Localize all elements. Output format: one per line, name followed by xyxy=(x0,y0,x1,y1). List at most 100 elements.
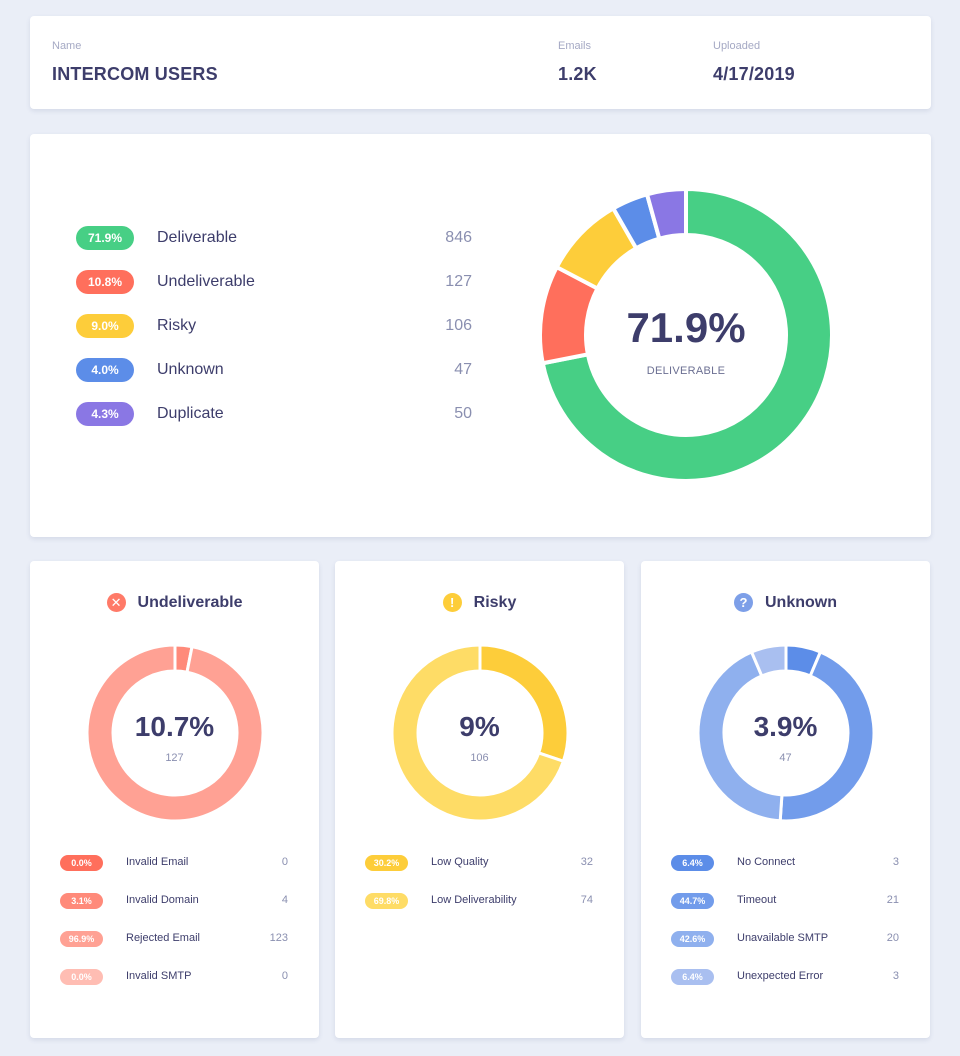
undeliverable-slice-rejected-email[interactable] xyxy=(87,645,263,821)
undeliverable-card: ✕ Undeliverable 10.7% 127 0.0% Invalid E… xyxy=(30,561,319,1038)
legend-count: 50 xyxy=(454,405,472,422)
risky-slice-low-quality[interactable] xyxy=(478,645,568,764)
legend-row-duplicate[interactable]: 4.3% Duplicate 50 xyxy=(76,402,472,426)
row-value: 0 xyxy=(281,856,288,868)
exclamation-circle-icon: ! xyxy=(442,593,462,612)
legend-row-risky[interactable]: 9.0% Risky 106 xyxy=(76,314,472,338)
row-label: Rejected Email xyxy=(126,932,200,944)
emails-count: 1.2K xyxy=(558,64,597,84)
row-label: Low Deliverability xyxy=(431,894,517,906)
row-value: 20 xyxy=(886,932,899,944)
row-label: Invalid Email xyxy=(126,856,189,868)
row-pill: 0.0% xyxy=(60,969,103,985)
uploaded-date: 4/17/2019 xyxy=(713,64,795,84)
emails-label: Emails xyxy=(558,40,592,52)
uploaded-field: Uploaded 4/17/2019 xyxy=(713,40,795,85)
risky-count: 106 xyxy=(470,752,489,764)
risky-slice-low-deliverability[interactable] xyxy=(392,645,566,821)
row-rejected-email[interactable]: 96.9% Rejected Email 123 xyxy=(60,931,288,947)
legend-label: Deliverable xyxy=(157,229,238,246)
row-pill: 96.9% xyxy=(60,931,103,947)
row-label: Unavailable SMTP xyxy=(737,932,829,944)
risky-donut-chart xyxy=(392,645,568,821)
row-label: No Connect xyxy=(737,856,796,868)
legend-label: Unknown xyxy=(157,361,224,378)
main-donut-chart xyxy=(540,189,832,481)
name-field: Name INTERCOM USERS xyxy=(52,40,218,85)
row-value: 21 xyxy=(886,894,899,906)
unknown-slice-unavailable-smtp[interactable] xyxy=(698,650,784,821)
row-label: Unexpected Error xyxy=(737,970,824,982)
list-info-card: Name INTERCOM USERS Emails 1.2K Uploaded… xyxy=(30,16,931,109)
legend-pill: 9.0% xyxy=(76,314,134,338)
legend-row-deliverable[interactable]: 71.9% Deliverable 846 xyxy=(76,226,472,250)
row-invalid-email[interactable]: 0.0% Invalid Email 0 xyxy=(60,855,288,871)
legend-label: Duplicate xyxy=(157,405,224,422)
legend-label: Undeliverable xyxy=(157,273,255,290)
risky-title-text: Risky xyxy=(473,593,517,611)
row-pill: 6.4% xyxy=(671,855,714,871)
row-timeout[interactable]: 44.7% Timeout 21 xyxy=(671,893,899,909)
legend-label: Risky xyxy=(157,317,197,334)
undeliverable-title: ✕ Undeliverable xyxy=(30,593,319,612)
row-no-connect[interactable]: 6.4% No Connect 3 xyxy=(671,855,899,871)
row-value: 0 xyxy=(281,970,288,982)
name-label: Name xyxy=(52,40,82,52)
legend-count: 846 xyxy=(445,229,472,246)
row-value: 3 xyxy=(892,970,899,982)
summary-card: 71.9% Deliverable 846 10.8% Undeliverabl… xyxy=(30,134,931,537)
list-name: INTERCOM USERS xyxy=(52,64,218,84)
question-circle-icon: ? xyxy=(734,593,753,612)
legend-row-undeliverable[interactable]: 10.8% Undeliverable 127 xyxy=(76,270,472,294)
legend-pill: 71.9% xyxy=(76,226,134,250)
legend-pill: 4.3% xyxy=(76,402,134,426)
row-invalid-domain[interactable]: 3.1% Invalid Domain 4 xyxy=(60,893,288,909)
row-label: Invalid Domain xyxy=(126,894,199,906)
x-circle-icon: ✕ xyxy=(106,593,126,612)
main-slice-deliverable[interactable] xyxy=(540,189,832,481)
row-pill: 42.6% xyxy=(671,931,714,947)
row-value: 32 xyxy=(580,856,593,868)
unknown-card: ? Unknown 3.9% 47 6.4% No Connect 3 44.7… xyxy=(641,561,930,1038)
unknown-title: ? Unknown xyxy=(641,593,930,612)
row-pill: 69.8% xyxy=(365,893,408,909)
row-low-quality[interactable]: 30.2% Low Quality 32 xyxy=(365,855,593,871)
legend-pill: 10.8% xyxy=(76,270,134,294)
row-value: 123 xyxy=(269,932,288,944)
row-label: Invalid SMTP xyxy=(126,970,192,982)
unknown-donut-chart xyxy=(698,645,874,821)
main-slice-duplicate[interactable] xyxy=(644,189,688,242)
risky-title: ! Risky xyxy=(335,593,624,612)
row-pill: 6.4% xyxy=(671,969,714,985)
undeliverable-title-text: Undeliverable xyxy=(137,593,243,611)
row-unavailable-smtp[interactable]: 42.6% Unavailable SMTP 20 xyxy=(671,931,899,947)
row-value: 4 xyxy=(281,894,288,906)
legend-pill: 4.0% xyxy=(76,358,134,382)
legend-count: 47 xyxy=(454,361,472,378)
row-pill: 44.7% xyxy=(671,893,714,909)
row-label: Low Quality xyxy=(431,856,489,868)
legend-count: 106 xyxy=(445,317,472,334)
row-value: 74 xyxy=(580,894,593,906)
row-invalid-smtp[interactable]: 0.0% Invalid SMTP 0 xyxy=(60,969,288,985)
unknown-slice-timeout[interactable] xyxy=(778,650,874,821)
row-pill: 0.0% xyxy=(60,855,103,871)
undeliverable-percent: 10.7% xyxy=(134,711,215,742)
donut-center-label: DELIVERABLE xyxy=(646,365,726,377)
unknown-slice-unexpected-error[interactable] xyxy=(749,645,788,678)
unknown-percent: 3.9% xyxy=(753,711,818,742)
row-unexpected-error[interactable]: 6.4% Unexpected Error 3 xyxy=(671,969,899,985)
risky-card: ! Risky 9% 106 30.2% Low Quality 32 69.8… xyxy=(335,561,624,1038)
row-value: 3 xyxy=(892,856,899,868)
legend-row-unknown[interactable]: 4.0% Unknown 47 xyxy=(76,358,472,382)
row-label: Timeout xyxy=(737,894,777,906)
risky-percent: 9% xyxy=(459,711,500,742)
donut-center-value: 71.9% xyxy=(626,304,746,351)
undeliverable-count: 127 xyxy=(165,752,184,764)
emails-field: Emails 1.2K xyxy=(558,40,597,85)
row-low-deliverability[interactable]: 69.8% Low Deliverability 74 xyxy=(365,893,593,909)
row-pill: 3.1% xyxy=(60,893,103,909)
undeliverable-donut-chart xyxy=(87,645,263,821)
unknown-count: 47 xyxy=(779,752,792,764)
uploaded-label: Uploaded xyxy=(713,40,761,52)
